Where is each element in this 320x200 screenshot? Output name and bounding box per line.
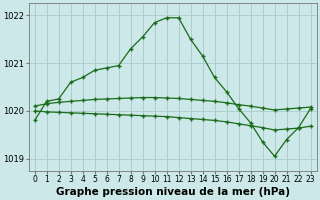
X-axis label: Graphe pression niveau de la mer (hPa): Graphe pression niveau de la mer (hPa) [56,187,290,197]
